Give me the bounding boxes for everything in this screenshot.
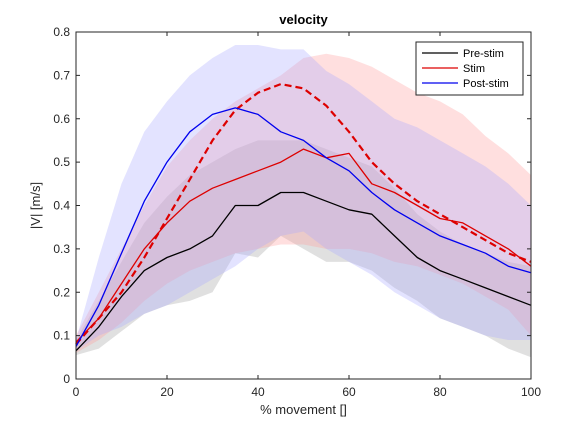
axis-ticks: 0 20 40 60 80 100 0 0.1 0.2 0.3 0.4 0.5 0.6 0.7 0.8 (53, 25, 541, 399)
band-pre-stim (76, 140, 531, 358)
x-tick-label: 80 (433, 385, 447, 399)
y-tick-label: 0 (63, 372, 70, 386)
x-tick-label: 20 (160, 385, 174, 399)
line-post-stim (75, 107, 532, 347)
y-tick-label: 0.4 (53, 199, 70, 213)
band-stim (76, 53, 531, 353)
line-stim (75, 148, 532, 343)
x-tick-label: 40 (251, 385, 265, 399)
y-tick-label: 0.7 (53, 68, 70, 82)
legend-label: Post-stim (463, 78, 509, 90)
y-tick-label: 0.6 (53, 112, 70, 126)
y-tick-label: 0.3 (53, 242, 70, 256)
legend: Pre-stim Stim Post-stim (415, 41, 524, 96)
y-tick-label: 0.5 (53, 155, 70, 169)
band-post-stim (76, 45, 531, 351)
y-axis-label: |V| [m/s] (28, 182, 43, 229)
x-axis-label: % movement [] (260, 402, 347, 417)
confidence-bands (76, 45, 531, 358)
line-pre-stim (75, 191, 532, 352)
series-lines (75, 82, 532, 352)
x-tick-label: 0 (73, 385, 80, 399)
chart-title: velocity (279, 12, 328, 27)
x-tick-label: 100 (521, 385, 541, 399)
line-stim-fit (75, 82, 532, 346)
legend-label: Stim (463, 63, 485, 75)
y-tick-label: 0.8 (53, 25, 70, 39)
y-tick-label: 0.1 (53, 329, 70, 343)
legend-label: Pre-stim (463, 48, 504, 60)
x-tick-label: 60 (342, 385, 356, 399)
y-tick-label: 0.2 (53, 285, 70, 299)
